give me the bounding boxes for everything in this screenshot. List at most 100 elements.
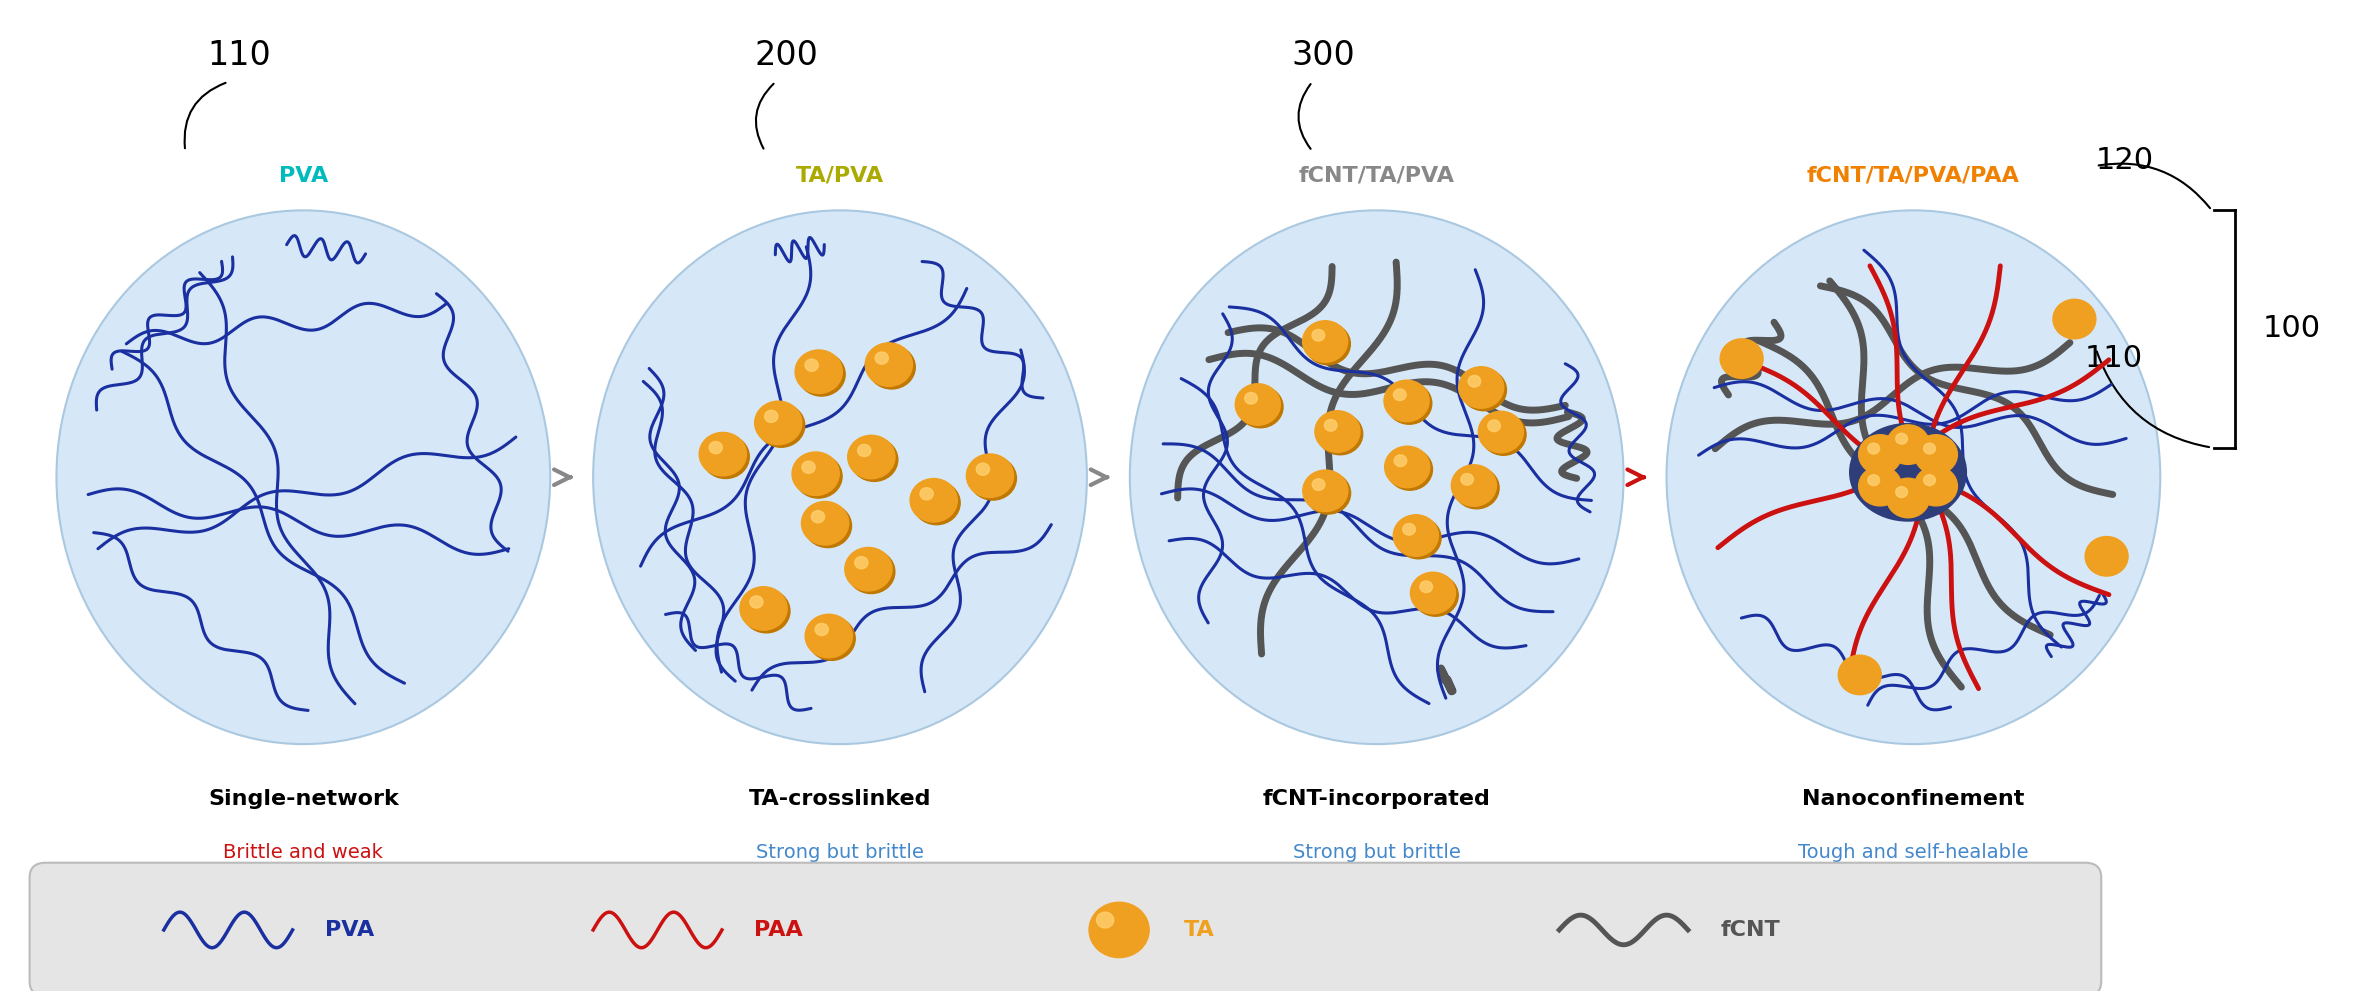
Ellipse shape <box>57 211 549 745</box>
Circle shape <box>1858 434 1901 474</box>
Circle shape <box>1451 465 1496 506</box>
Circle shape <box>703 435 750 478</box>
Circle shape <box>847 435 895 479</box>
Circle shape <box>1411 573 1456 613</box>
Text: PVA: PVA <box>279 166 329 186</box>
Circle shape <box>1460 473 1472 485</box>
Text: 120: 120 <box>2095 146 2154 175</box>
Circle shape <box>795 454 843 498</box>
Circle shape <box>1858 466 1901 506</box>
Circle shape <box>1387 383 1432 424</box>
Circle shape <box>755 402 802 444</box>
Circle shape <box>1304 323 1349 365</box>
Text: Soft: Soft <box>284 938 322 957</box>
Circle shape <box>741 586 788 630</box>
Ellipse shape <box>594 211 1086 745</box>
Circle shape <box>1089 903 1148 957</box>
Circle shape <box>750 595 762 608</box>
Text: Conductive: Conductive <box>1858 891 1969 910</box>
Text: fCNT/TA/PVA: fCNT/TA/PVA <box>1299 166 1456 186</box>
Circle shape <box>854 557 869 569</box>
Circle shape <box>1236 384 1281 425</box>
Circle shape <box>1460 369 1505 411</box>
Text: PVA: PVA <box>324 919 374 940</box>
Circle shape <box>757 404 805 447</box>
Circle shape <box>975 463 989 475</box>
Circle shape <box>802 502 850 545</box>
Circle shape <box>914 481 961 525</box>
Circle shape <box>1385 446 1430 488</box>
Circle shape <box>1311 479 1326 490</box>
Text: TA/PVA: TA/PVA <box>795 166 885 186</box>
Circle shape <box>1868 475 1879 486</box>
Circle shape <box>1413 575 1458 616</box>
Circle shape <box>866 343 911 387</box>
Circle shape <box>795 350 843 394</box>
Circle shape <box>805 359 819 372</box>
Text: 100: 100 <box>2263 314 2320 344</box>
Circle shape <box>1307 472 1352 514</box>
Circle shape <box>1924 475 1936 486</box>
Circle shape <box>921 488 933 500</box>
Circle shape <box>850 438 897 481</box>
Circle shape <box>1886 478 1929 518</box>
Text: fCNT-incorporated: fCNT-incorporated <box>1262 788 1491 808</box>
Circle shape <box>1458 367 1503 409</box>
Text: 110: 110 <box>2085 344 2142 373</box>
Circle shape <box>1479 412 1524 453</box>
Circle shape <box>1245 393 1257 405</box>
Circle shape <box>1420 580 1432 592</box>
Text: 300: 300 <box>1290 39 1354 72</box>
Text: Single-network: Single-network <box>208 788 398 808</box>
Circle shape <box>1468 376 1482 387</box>
Circle shape <box>1318 414 1363 455</box>
Circle shape <box>1311 329 1326 341</box>
Circle shape <box>1896 487 1908 497</box>
Circle shape <box>1302 470 1347 512</box>
Circle shape <box>2085 537 2128 577</box>
Circle shape <box>765 411 779 422</box>
Text: 200: 200 <box>755 39 819 72</box>
Circle shape <box>968 456 1015 500</box>
Circle shape <box>698 432 746 476</box>
Circle shape <box>793 452 840 495</box>
Circle shape <box>805 504 852 548</box>
Circle shape <box>802 461 814 473</box>
Circle shape <box>1915 466 1958 506</box>
Circle shape <box>807 617 854 660</box>
Circle shape <box>1397 517 1442 559</box>
Text: fCNT/TA/PVA/PAA: fCNT/TA/PVA/PAA <box>1806 166 2019 186</box>
Circle shape <box>1839 655 1882 695</box>
Circle shape <box>1896 433 1908 444</box>
FancyBboxPatch shape <box>31 863 2102 994</box>
Text: Brittle and weak: Brittle and weak <box>222 843 383 862</box>
Circle shape <box>710 441 722 453</box>
Circle shape <box>1924 443 1936 454</box>
Circle shape <box>2052 299 2095 339</box>
Text: TA-crosslinked: TA-crosslinked <box>748 788 930 808</box>
Circle shape <box>1868 443 1879 454</box>
Text: 110: 110 <box>206 39 270 72</box>
Text: Not conductive: Not conductive <box>230 891 376 910</box>
Text: TA: TA <box>1184 919 1214 940</box>
Ellipse shape <box>1849 422 1967 522</box>
Circle shape <box>1238 387 1283 427</box>
Circle shape <box>857 444 871 456</box>
Circle shape <box>1394 515 1439 557</box>
Circle shape <box>1915 434 1958 474</box>
Circle shape <box>845 548 892 591</box>
Circle shape <box>1316 411 1361 452</box>
Circle shape <box>1489 420 1501 431</box>
Ellipse shape <box>1129 211 1624 745</box>
Circle shape <box>805 614 852 658</box>
Text: PAA: PAA <box>755 919 802 940</box>
Text: Not conductive: Not conductive <box>767 891 914 910</box>
Text: Conductive: Conductive <box>1321 891 1432 910</box>
Circle shape <box>814 623 828 635</box>
Text: Nanoconfinement: Nanoconfinement <box>1801 788 2024 808</box>
Circle shape <box>1886 424 1929 464</box>
Circle shape <box>1482 414 1527 455</box>
Circle shape <box>1385 380 1430 421</box>
Text: Tough and self-healable: Tough and self-healable <box>1799 843 2029 862</box>
Circle shape <box>1404 524 1415 535</box>
